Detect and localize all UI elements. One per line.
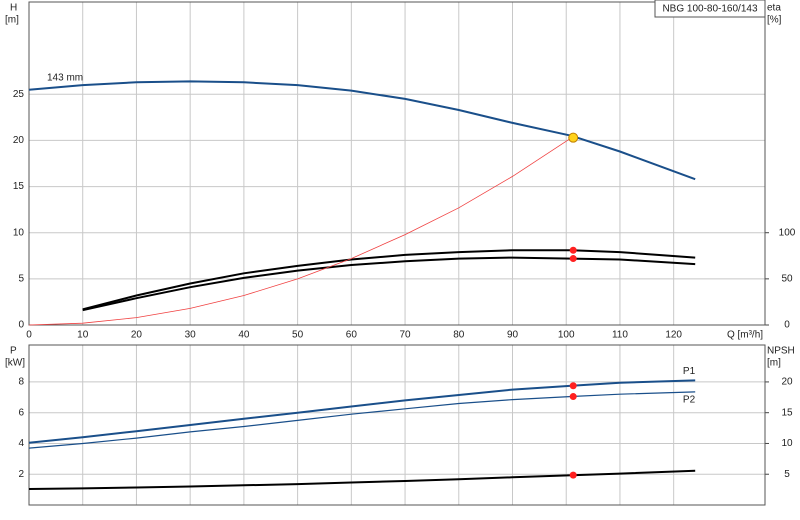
x-axis-label: Q [m³/h] [727,330,763,341]
x-tick-label: 90 [507,330,519,341]
x-tick-label: 100 [558,330,575,341]
y-tick-label: 0 [18,320,24,331]
operating-point [569,393,577,401]
y-tick-label: 25 [13,89,25,100]
y2-tick-label: 15 [781,407,793,418]
y2-tick-label: 50 [781,273,793,284]
y2-axis-label: eta [767,3,781,14]
operating-point [569,382,577,390]
y-tick-label: 8 [18,377,24,388]
x-tick-label: 10 [77,330,89,341]
y2-axis-label: NPSH [767,346,795,357]
operating-point [569,471,577,479]
x-tick-label: 110 [612,330,628,341]
plot-frame [28,344,766,506]
curve [28,391,696,449]
title-box [654,0,766,18]
y2-tick-label: 0 [784,320,790,331]
y-axis-unit: [m] [5,15,19,26]
y-axis-label: H [10,3,17,14]
operating-point [569,255,577,263]
curve [28,469,696,490]
x-tick-label: 50 [292,330,304,341]
x-tick-label: 60 [346,330,358,341]
x-tick-label: 70 [399,330,411,341]
curve [82,249,696,311]
y-tick-label: 2 [18,469,24,480]
operating-point [568,132,579,143]
curve [28,379,696,444]
y2-axis-unit: [m] [767,358,781,369]
chart-title: NBG 100-80-160/143 [662,4,758,15]
series-label: 143 mm [47,72,83,83]
curve [28,137,572,326]
x-tick-label: 30 [185,330,197,341]
x-tick-label: 120 [665,330,682,341]
y2-tick-label: 5 [784,469,790,480]
y-axis-unit: [kW] [5,358,25,369]
curve [82,256,696,312]
x-tick-label: 0 [26,330,32,341]
y-tick-label: 6 [18,407,24,418]
x-tick-label: 40 [238,330,250,341]
y2-tick-label: 10 [781,438,793,449]
y-tick-label: 10 [13,227,25,238]
plot-frame [28,1,766,326]
x-tick-label: 80 [453,330,465,341]
series-label: P2 [683,395,696,406]
y2-tick-label: 20 [781,377,793,388]
y-tick-label: 5 [18,273,24,284]
x-tick-label: 20 [131,330,143,341]
y-tick-label: 15 [13,181,25,192]
y2-axis-unit: [%] [767,15,782,26]
y-tick-label: 4 [18,438,24,449]
operating-point [569,246,577,254]
series-label: P1 [683,366,696,377]
curve [28,80,696,181]
y-tick-label: 20 [13,135,25,146]
y-axis-label: P [10,346,17,357]
y2-tick-label: 100 [779,227,796,238]
